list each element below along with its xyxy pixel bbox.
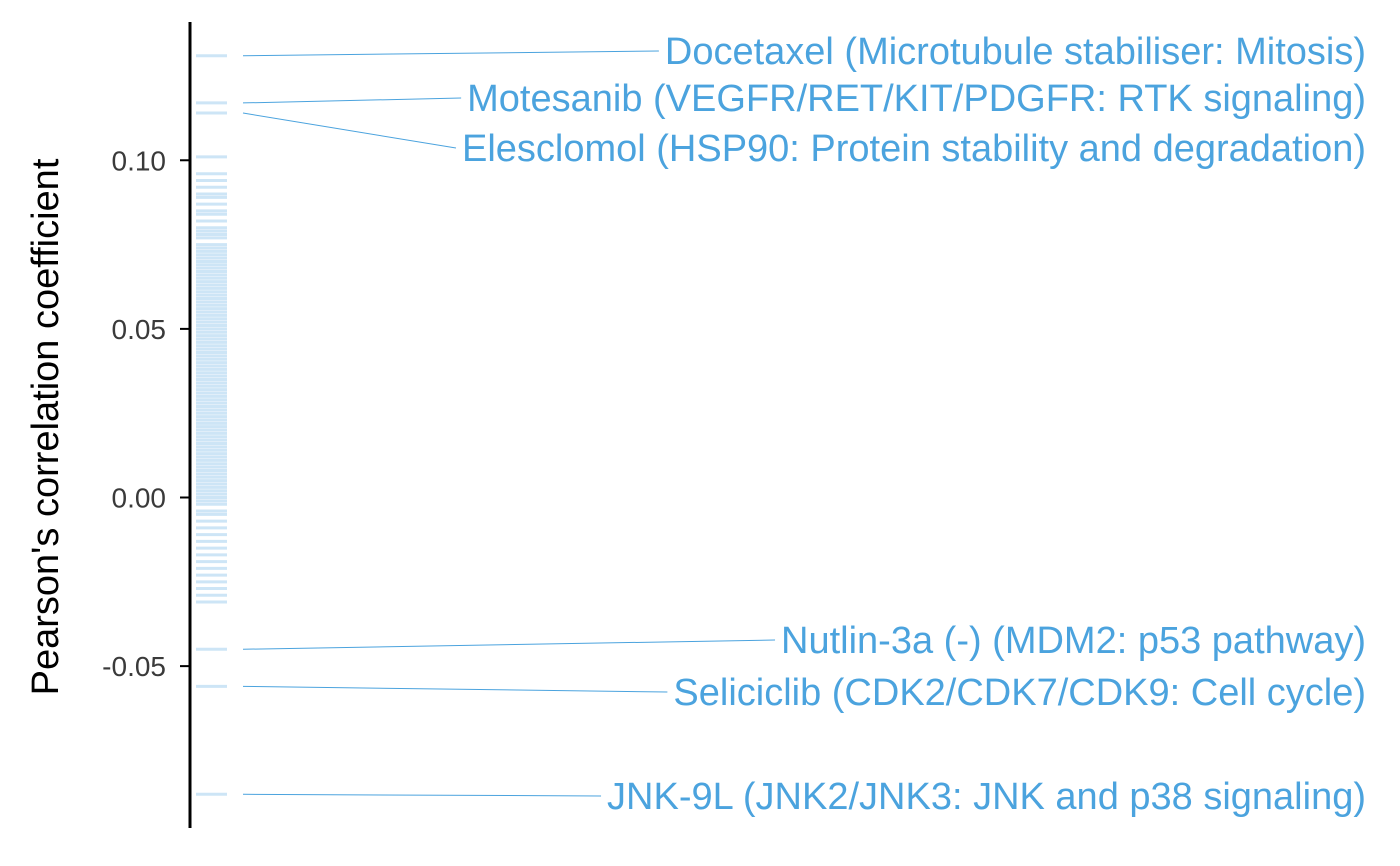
annotations: Docetaxel (Microtubule stabiliser: Mitos… — [242, 31, 1366, 818]
annotation-label: Nutlin-3a (-) (MDM2: p53 pathway) — [781, 620, 1366, 662]
annotation-leader-line — [242, 685, 668, 693]
y-tick-label: -0.05 — [102, 651, 166, 682]
annotation-leader-line — [242, 793, 602, 797]
annotation-leader-line — [242, 112, 457, 149]
annotation-label: Motesanib (VEGFR/RET/KIT/PDGFR: RTK sign… — [467, 78, 1366, 120]
y-tick-label: 0.10 — [112, 145, 167, 176]
y-tick-label: 0.05 — [112, 314, 167, 345]
annotation-leader-line — [242, 639, 776, 650]
annotation-label: Seliciclib (CDK2/CDK7/CDK9: Cell cycle) — [673, 672, 1366, 714]
annotation-leader-line — [242, 97, 462, 104]
annotation-label: Docetaxel (Microtubule stabiliser: Mitos… — [665, 31, 1366, 73]
annotation-leader-line — [242, 50, 659, 57]
annotation-label: JNK-9L (JNK2/JNK3: JNK and p38 signaling… — [607, 776, 1366, 818]
annotation-label: Elesclomol (HSP90: Protein stability and… — [462, 128, 1366, 170]
strip-marks — [196, 54, 227, 796]
y-tick-label: 0.00 — [112, 483, 167, 514]
y-axis-ticks: 0.10 0.05 0.00 -0.05 — [102, 145, 190, 682]
y-axis-title: Pearson's correlation coefficient — [25, 158, 67, 695]
